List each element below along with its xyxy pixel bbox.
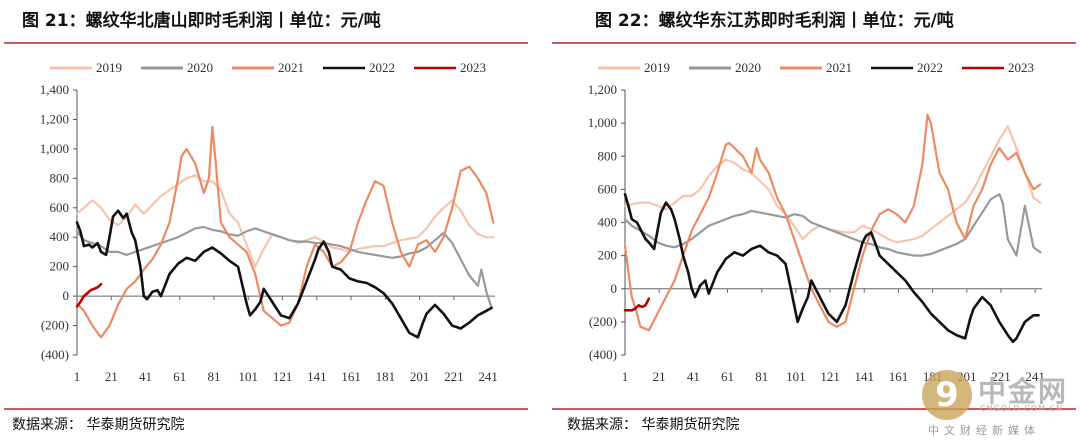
x-tick-label: 61 (173, 369, 186, 384)
series-line-2021 (623, 113, 1042, 332)
x-tick-label: 81 (755, 369, 768, 384)
series-line-2021 (75, 125, 495, 339)
legend-label-2020: 2020 (187, 60, 213, 75)
watermark-logo-icon: 9 (922, 370, 972, 420)
source-note: 数据来源： 华泰期货研究院 (12, 417, 185, 433)
y-tick-label: 800 (50, 170, 70, 185)
y-tick-label: 0 (611, 281, 618, 296)
y-tick-label: 1,200 (588, 82, 617, 97)
watermark-name: 中金网 (978, 375, 1069, 408)
x-tick-label: 121 (820, 369, 840, 384)
x-tick-label: 1 (74, 369, 81, 384)
y-tick-label: 400 (50, 229, 70, 244)
footer-rule (552, 408, 1076, 410)
chart-panel-tangshan: 图 21：螺纹华北唐山即时毛利润丨单位：元/吨 (400) (200) 0 200 40… (4, 11, 528, 433)
x-tick-label: 1 (622, 369, 629, 384)
legend-label-2020: 2020 (735, 60, 761, 75)
y-tick-label: 1,200 (40, 111, 69, 126)
y-tick-label: (200) (41, 318, 69, 333)
x-tick-label: 21 (653, 369, 666, 384)
footer-rule (4, 408, 528, 410)
y-tick-label: 400 (598, 215, 618, 230)
series-line-2023 (75, 282, 103, 308)
title-rule (4, 42, 528, 44)
legend-label-2021: 2021 (826, 60, 852, 75)
y-tick-label: (200) (589, 314, 617, 329)
x-tick-label: 241 (478, 369, 498, 384)
legend-label-2023: 2023 (460, 60, 486, 75)
y-tick-label: 0 (63, 288, 70, 303)
x-tick-label: 81 (208, 369, 221, 384)
legend-label-2023: 2023 (1008, 60, 1034, 75)
series-line-2020 (75, 225, 493, 309)
y-tick-label: 200 (598, 248, 618, 263)
legend-label-2021: 2021 (278, 60, 304, 75)
series-line-2022 (75, 209, 493, 339)
source-note: 数据来源： 华泰期货研究院 (567, 417, 740, 433)
x-tick-label: 241 (1025, 369, 1045, 384)
watermark-slogan: 中文财经新媒体 (928, 424, 1040, 437)
x-tick-label: 181 (376, 369, 396, 384)
series-line-2022 (623, 193, 1040, 344)
x-tick-label: 121 (273, 369, 293, 384)
legend-label-2022: 2022 (917, 60, 943, 75)
x-tick-label: 101 (239, 369, 259, 384)
x-tick-label: 221 (991, 369, 1011, 384)
legend-label-2019: 2019 (644, 60, 670, 75)
y-tick-label: 1,000 (588, 115, 617, 130)
x-tick-label: 161 (341, 369, 361, 384)
x-tick-label: 141 (855, 369, 875, 384)
chart-title: 图 22：螺纹华东江苏即时毛利润丨单位：元/吨 (595, 11, 954, 31)
x-tick-label: 61 (721, 369, 734, 384)
x-tick-label: 221 (444, 369, 464, 384)
series-line-2020 (623, 193, 1042, 257)
y-tick-label: (400) (589, 347, 617, 362)
y-tick-label: 1,000 (40, 141, 69, 156)
watermark: 9 中金网 CNGOLD.COM.CN 中文财经新媒体 (922, 370, 1078, 440)
x-tick-label: 161 (889, 369, 909, 384)
x-tick-label: 201 (410, 369, 430, 384)
x-tick-label: 141 (307, 369, 327, 384)
y-tick-label: (400) (41, 347, 69, 362)
watermark-url: CNGOLD.COM.CN (980, 404, 1064, 413)
x-tick-label: 41 (687, 369, 700, 384)
legend-label-2022: 2022 (369, 60, 395, 75)
x-tick-label: 21 (105, 369, 118, 384)
y-tick-label: 1,400 (40, 82, 69, 97)
y-tick-label: 600 (598, 181, 618, 196)
chart-title: 图 21：螺纹华北唐山即时毛利润丨单位：元/吨 (22, 11, 381, 31)
series-line-2019 (75, 174, 495, 268)
series-line-2023 (623, 297, 651, 312)
y-tick-label: 600 (50, 200, 70, 215)
title-rule (552, 42, 1076, 44)
x-tick-label: 101 (786, 369, 806, 384)
x-tick-label: 41 (139, 369, 152, 384)
y-tick-label: 200 (50, 259, 70, 274)
y-tick-label: 800 (598, 148, 618, 163)
series-line-2019 (623, 125, 1042, 244)
legend-label-2019: 2019 (96, 60, 122, 75)
